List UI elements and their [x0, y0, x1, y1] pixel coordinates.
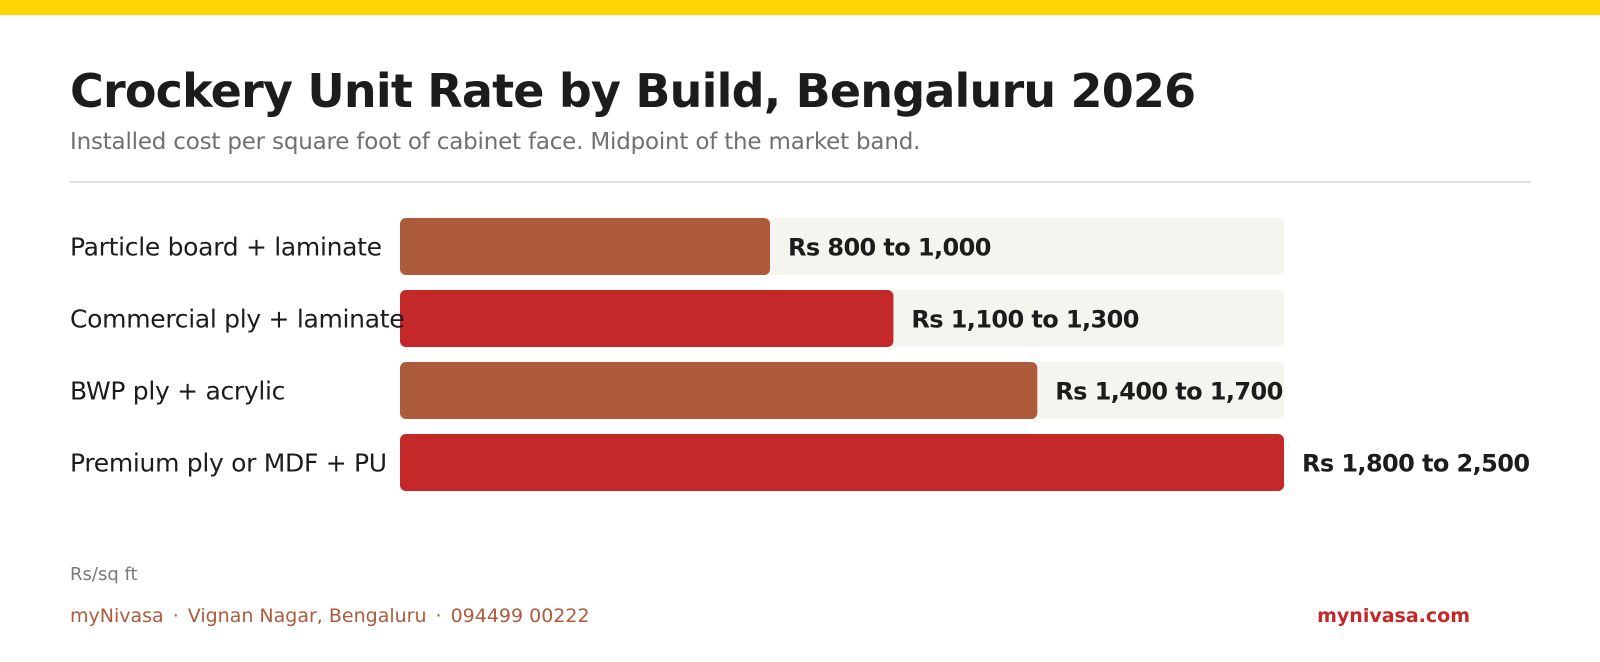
category-label: Premium ply or MDF + PU: [70, 449, 387, 478]
category-label: BWP ply + acrylic: [70, 377, 285, 406]
footer-location: Vignan Nagar, Bengaluru: [187, 605, 427, 627]
category-label: Commercial ply + laminate: [70, 305, 404, 334]
unit-note: Rs/sq ft: [70, 564, 138, 585]
value-label: Rs 800 to 1,000: [788, 234, 991, 262]
value-label: Rs 1,400 to 1,700: [1055, 378, 1282, 406]
footer-phone[interactable]: 094499 00222: [450, 605, 590, 627]
footer-separator: ·: [435, 605, 442, 627]
footer-contact: myNivasa · Vignan Nagar, Bengaluru · 094499 …: [70, 605, 590, 627]
bar: [400, 362, 1038, 419]
bar: [400, 290, 894, 347]
bar: [400, 218, 771, 275]
header-divider: [70, 181, 1531, 183]
page-title: Crockery Unit Rate by Build, Bengaluru 2…: [70, 64, 1196, 118]
top-accent-strip: [0, 0, 1600, 15]
bar: [400, 434, 1284, 491]
footer-brand: myNivasa: [70, 605, 164, 627]
page-subtitle: Installed cost per square foot of cabine…: [70, 129, 921, 155]
value-label: Rs 1,800 to 2,500: [1302, 450, 1529, 478]
category-label: Particle board + laminate: [70, 233, 382, 262]
value-label: Rs 1,100 to 1,300: [911, 306, 1138, 334]
footer-website-link[interactable]: mynivasa.com: [1317, 605, 1470, 627]
footer-separator: ·: [172, 605, 179, 627]
